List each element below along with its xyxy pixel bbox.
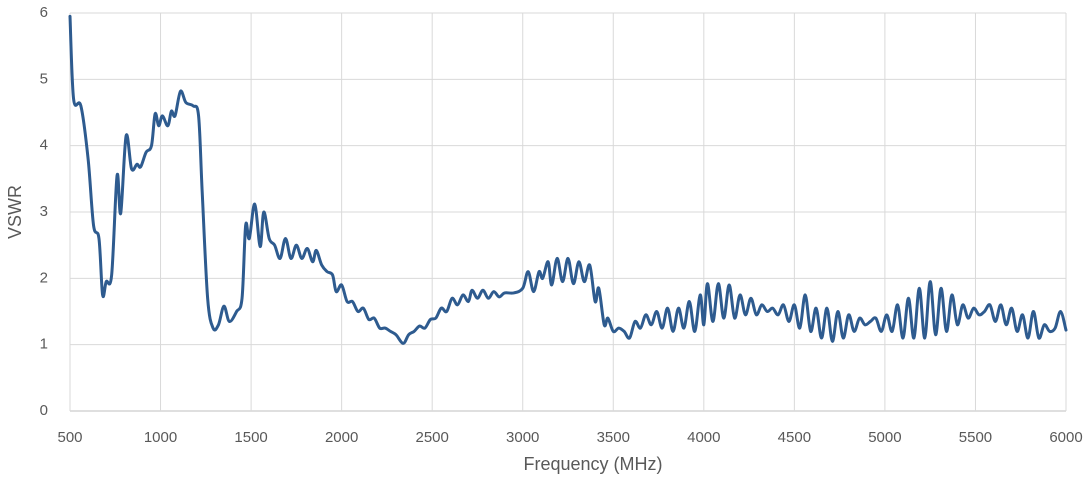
x-tick-label: 1500 — [234, 429, 267, 446]
y-tick-label: 4 — [40, 137, 48, 154]
x-tick-label: 3000 — [506, 429, 539, 446]
y-tick-label: 3 — [40, 203, 48, 220]
x-tick-label: 2000 — [325, 429, 358, 446]
x-tick-label: 6000 — [1049, 429, 1082, 446]
y-tick-label: 6 — [40, 4, 48, 21]
y-tick-label: 5 — [40, 70, 48, 87]
x-tick-label: 4000 — [687, 429, 720, 446]
data-line — [68, 14, 1068, 345]
y-tick-label: 2 — [40, 269, 48, 286]
x-tick-label: 4500 — [778, 429, 811, 446]
x-tick-label: 2500 — [415, 429, 448, 446]
x-tick-label: 3500 — [597, 429, 630, 446]
y-axis-title: VSWR — [5, 185, 25, 239]
x-tick-label: 5500 — [959, 429, 992, 446]
x-tick-label: 500 — [57, 429, 82, 446]
y-tick-label: 0 — [40, 402, 48, 419]
y-tick-label: 1 — [40, 336, 48, 353]
x-tick-label: 5000 — [868, 429, 901, 446]
x-axis-title: Frequency (MHz) — [523, 454, 662, 474]
x-tick-label: 1000 — [144, 429, 177, 446]
